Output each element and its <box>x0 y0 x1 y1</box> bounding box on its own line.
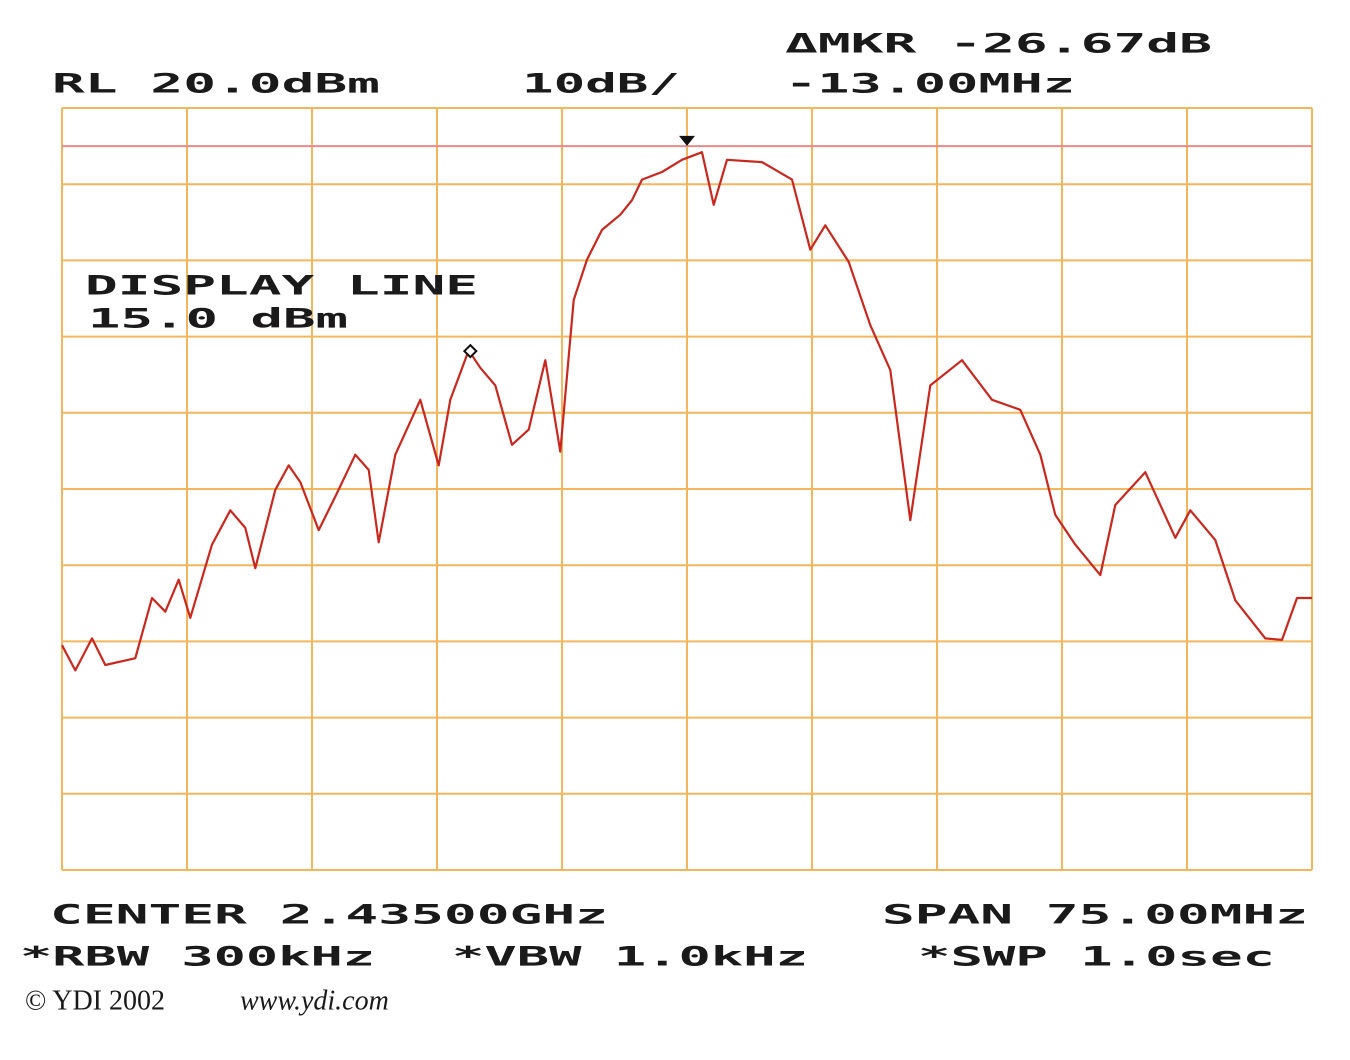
span: SPAN 75.00MHz <box>882 900 1308 931</box>
marker-triangle <box>679 135 695 146</box>
display-line-level: 15.0 dBm <box>88 304 348 335</box>
vbw: *VBW 1.0kHz <box>452 942 808 973</box>
website: www.ydi.com <box>240 985 389 1016</box>
sweep-time: *SWP 1.0sec <box>918 942 1275 973</box>
scale: 10dB/ <box>522 69 680 100</box>
grid <box>61 107 1313 871</box>
rbw: *RBW 300kHz <box>20 942 375 973</box>
marker-diamond <box>462 343 478 359</box>
center-frequency: CENTER 2.43500GHz <box>50 900 608 931</box>
trace <box>61 151 1312 672</box>
display-line-title: DISPLAY LINE <box>85 271 478 302</box>
reference-level: RL 20.0dBm <box>52 69 380 100</box>
delta-marker-readout: ΔMKR -26.67dB <box>785 29 1212 60</box>
copyright: © YDI 2002 <box>25 985 165 1016</box>
delta-frequency: -13.00MHz <box>785 69 1075 100</box>
plot-area <box>61 135 1312 672</box>
